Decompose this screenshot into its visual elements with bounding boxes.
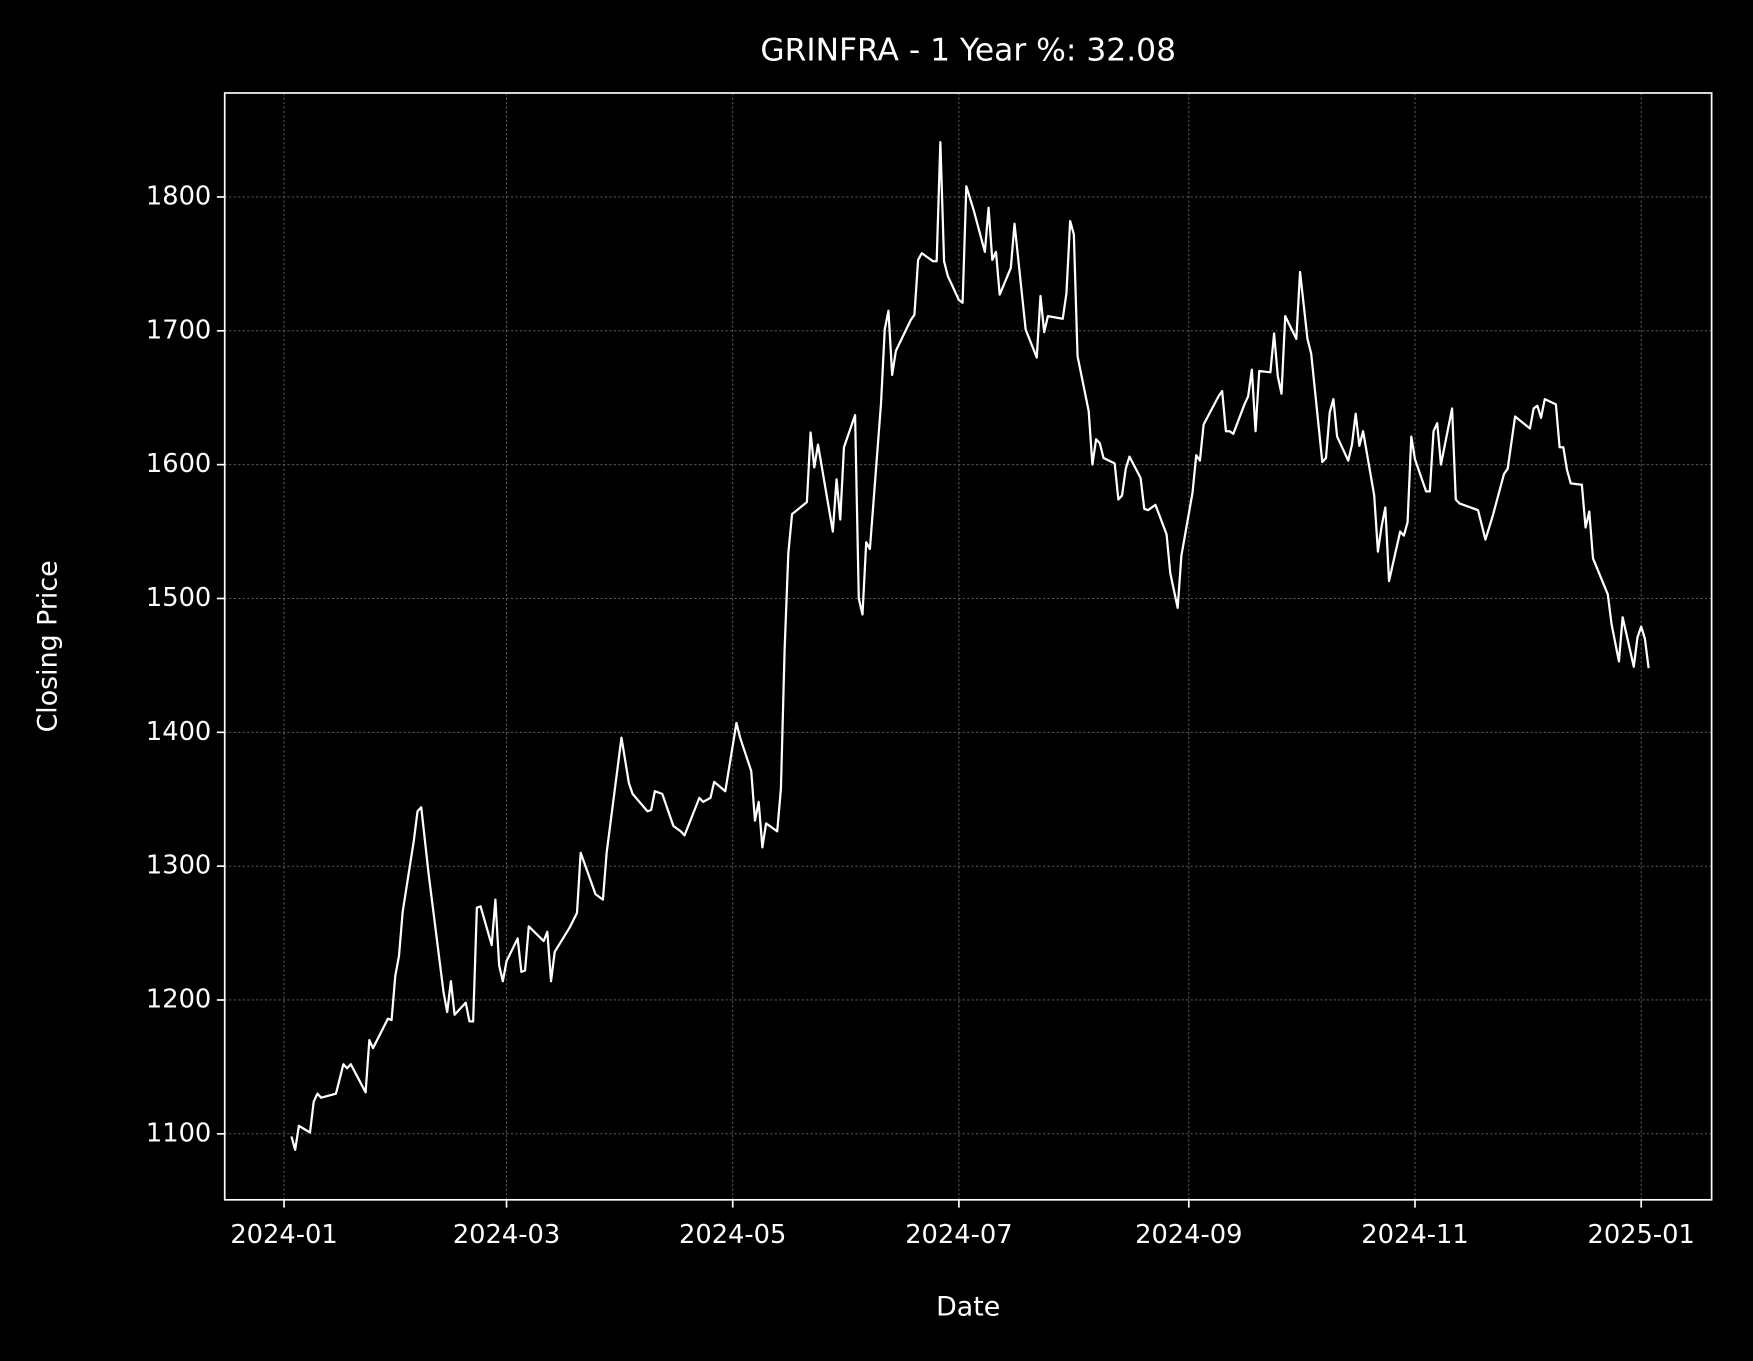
x-tick-label: 2024-07 [905, 1220, 1012, 1250]
y-tick-label: 1600 [146, 449, 211, 479]
y-tick-label: 1800 [146, 181, 211, 211]
x-tick-label: 2025-01 [1587, 1220, 1694, 1250]
price-line [290, 140, 1650, 1152]
x-tick-label: 2024-05 [679, 1220, 786, 1250]
plot-frame [223, 92, 1713, 1201]
y-tick-label: 1500 [146, 583, 211, 613]
y-tick-label: 1200 [146, 984, 211, 1014]
chart-title: GRINFRA - 1 Year %: 32.08 [760, 33, 1176, 69]
y-tick-label: 1700 [146, 315, 211, 345]
x-axis-label: Date [936, 1292, 1000, 1323]
y-tick-label: 1100 [146, 1118, 211, 1148]
y-axis-label: Closing Price [33, 560, 64, 732]
x-tick-label: 2024-03 [453, 1220, 560, 1250]
x-tick-label: 2024-11 [1361, 1220, 1468, 1250]
x-tick-label: 2024-09 [1135, 1220, 1242, 1250]
y-tick-label: 1400 [146, 717, 211, 747]
x-tick-label: 2024-01 [230, 1220, 337, 1250]
y-tick-label: 1300 [146, 851, 211, 881]
